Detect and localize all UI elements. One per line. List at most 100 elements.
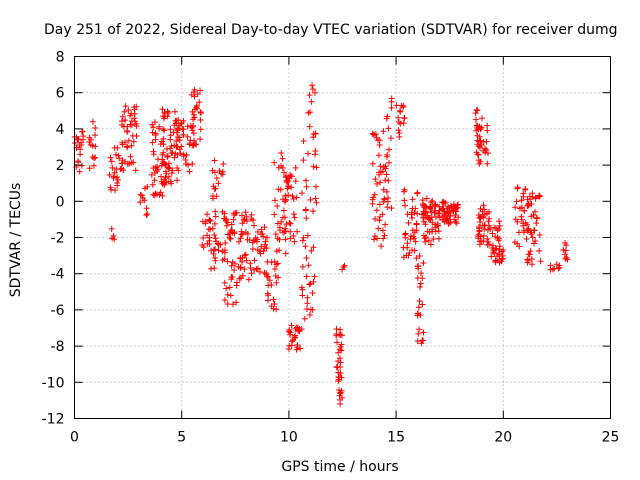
data-point [426, 203, 433, 210]
data-point [89, 153, 96, 160]
data-point [496, 235, 503, 242]
data-point [108, 225, 115, 232]
data-point [226, 234, 233, 241]
data-point [563, 242, 570, 249]
data-point [409, 196, 416, 203]
data-point [119, 139, 126, 146]
data-point [208, 247, 215, 254]
data-point [337, 343, 344, 350]
data-point [211, 157, 218, 164]
data-point [161, 127, 168, 134]
data-point [149, 181, 156, 188]
data-point [156, 123, 163, 130]
data-point [175, 117, 182, 124]
data-point [131, 118, 138, 125]
data-point [495, 226, 502, 233]
data-point [87, 136, 94, 143]
data-point [522, 186, 529, 193]
data-point [254, 229, 261, 236]
data-point [388, 205, 395, 212]
data-point [128, 122, 135, 129]
data-point [521, 207, 528, 214]
data-point [492, 258, 499, 265]
data-point [164, 145, 171, 152]
data-point [525, 251, 532, 258]
data-point [333, 331, 340, 338]
data-point [197, 117, 204, 124]
data-point [248, 211, 255, 218]
data-point [409, 205, 416, 212]
data-point [518, 216, 525, 223]
data-point [133, 103, 140, 110]
data-point [384, 198, 391, 205]
data-point [157, 189, 164, 196]
data-point [92, 124, 99, 131]
data-point [415, 304, 422, 311]
data-point [210, 183, 217, 190]
data-point [303, 305, 310, 312]
data-point [419, 200, 426, 207]
data-point [264, 297, 271, 304]
data-point [194, 91, 201, 98]
data-point [480, 232, 487, 239]
data-point [428, 199, 435, 206]
data-point [304, 294, 311, 301]
data-point [92, 143, 99, 150]
data-point [268, 303, 275, 310]
data-point [287, 329, 294, 336]
data-point [376, 141, 383, 148]
data-point [299, 237, 306, 244]
data-point [212, 213, 219, 220]
data-point [370, 236, 377, 243]
data-point [290, 211, 297, 218]
data-point [516, 205, 523, 212]
data-point [311, 273, 318, 280]
data-point [114, 180, 121, 187]
y-axis-title: SDTVAR / TECUs [8, 183, 24, 298]
data-point [124, 144, 131, 151]
data-point [231, 266, 238, 273]
data-point [537, 258, 544, 265]
data-point [212, 235, 219, 242]
data-point [152, 130, 159, 137]
data-point [212, 246, 219, 253]
data-point [110, 173, 117, 180]
data-point [299, 292, 306, 299]
data-point [126, 160, 133, 167]
data-point [496, 246, 503, 253]
data-point [534, 215, 541, 222]
data-point [400, 254, 407, 261]
data-point [296, 328, 303, 335]
data-point [211, 265, 218, 272]
data-point [236, 275, 243, 282]
data-point [371, 191, 378, 198]
data-point [444, 211, 451, 218]
data-point [423, 195, 430, 202]
data-point [224, 291, 231, 298]
data-point [221, 210, 228, 217]
data-point [450, 208, 457, 215]
data-point [532, 208, 539, 215]
data-point [313, 199, 320, 206]
data-point [256, 268, 263, 275]
data-point [533, 220, 540, 227]
data-point [420, 337, 427, 344]
data-point [489, 230, 496, 237]
data-point [528, 255, 535, 262]
data-point [224, 231, 231, 238]
data-point [87, 141, 94, 148]
data-point [237, 235, 244, 242]
data-point [310, 134, 317, 141]
data-point [385, 146, 392, 153]
data-point [150, 151, 157, 158]
data-point [485, 209, 492, 216]
data-point [518, 197, 525, 204]
data-point [121, 108, 128, 115]
data-point [309, 306, 316, 313]
data-point [395, 127, 402, 134]
data-point [254, 265, 261, 272]
data-point [337, 370, 344, 377]
data-point [488, 253, 495, 260]
data-point [493, 245, 500, 252]
data-point [397, 108, 404, 115]
